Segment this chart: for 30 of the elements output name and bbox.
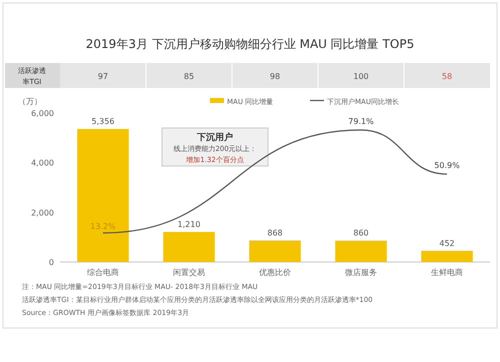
data-label: 860 bbox=[353, 228, 369, 238]
x-tick-label: 微店服务 bbox=[345, 268, 377, 277]
bar bbox=[421, 250, 473, 262]
y-tick-label: 4,000 bbox=[31, 158, 54, 168]
data-label: 5,356 bbox=[92, 116, 114, 126]
x-tick-label: 综合电商 bbox=[87, 268, 119, 277]
text: 97 bbox=[98, 72, 108, 81]
text: 85 bbox=[184, 72, 194, 81]
chart-title: 2019年3月 下沉用户移动购物细分行业 MAU 同比增量 TOP5 bbox=[86, 37, 414, 51]
text: 98 bbox=[270, 72, 280, 81]
data-label: 79.1% bbox=[348, 117, 374, 126]
text: 58 bbox=[442, 72, 452, 81]
y-tick-label: 2,000 bbox=[31, 208, 54, 218]
x-tick-label: 优惠比价 bbox=[259, 268, 291, 277]
bar bbox=[249, 240, 301, 262]
bar bbox=[77, 128, 129, 262]
data-label: 1,210 bbox=[178, 220, 200, 229]
y-tick-label: 0 bbox=[48, 258, 54, 267]
x-tick-label: 生鲜电商 bbox=[431, 268, 463, 277]
data-label: 13.2% bbox=[90, 222, 116, 231]
bar bbox=[335, 240, 387, 262]
x-tick-label: 闲置交易 bbox=[173, 268, 205, 277]
annotation: 下沉用户 bbox=[196, 132, 233, 143]
data-label: 452 bbox=[439, 238, 455, 248]
data-label: 868 bbox=[267, 228, 283, 238]
text: 100 bbox=[353, 72, 369, 81]
bar bbox=[163, 232, 215, 262]
y-axis-title: （万） bbox=[18, 97, 42, 106]
y-tick-label: 6,000 bbox=[31, 109, 54, 118]
data-label: 50.9% bbox=[434, 161, 460, 170]
